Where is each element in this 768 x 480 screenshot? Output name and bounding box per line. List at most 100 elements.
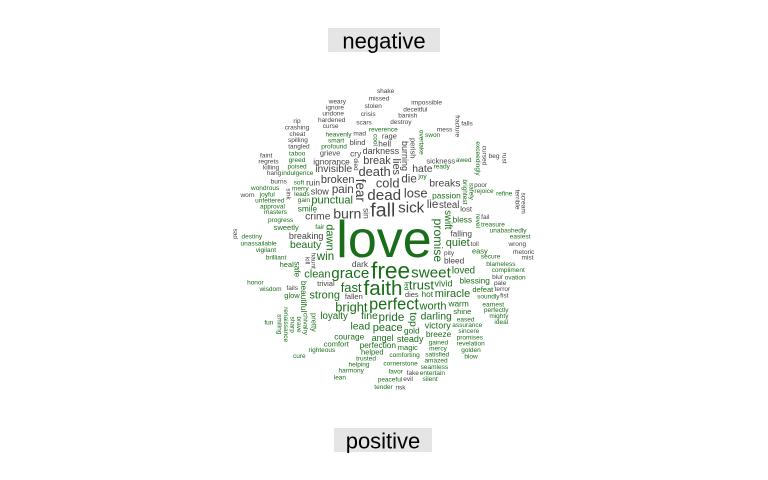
positive-word: unassailable: [241, 241, 278, 248]
negative-word: sink: [285, 188, 292, 200]
negative-word: perish: [409, 138, 418, 158]
positive-word: fun: [264, 319, 273, 326]
negative-word: fail: [481, 214, 490, 221]
negative-word: spilling: [288, 137, 308, 144]
positive-word: unfettered: [255, 198, 285, 205]
negative-word: worn: [239, 192, 254, 199]
negative-word: haunt: [310, 253, 317, 269]
positive-word: greed: [289, 157, 306, 164]
positive-word: soundly: [477, 293, 500, 300]
positive-word: destiny: [241, 233, 262, 240]
positive-word: gold: [404, 326, 420, 336]
negative-word: hang: [267, 170, 282, 177]
positive-word: honor: [247, 279, 264, 286]
positive-word: brilliant: [266, 255, 287, 262]
negative-word: falls: [461, 120, 473, 127]
positive-word: win: [316, 250, 334, 263]
negative-word: fall: [370, 199, 395, 221]
positive-word: chivalry: [302, 313, 309, 336]
positive-word: revelation: [457, 341, 486, 348]
negative-word: ignore: [326, 105, 344, 112]
negative-word: steal: [439, 200, 459, 211]
negative-word: fallen: [345, 292, 363, 301]
negative-word: lie: [427, 198, 439, 211]
positive-word: safely: [468, 183, 475, 201]
positive-word: warm: [447, 299, 468, 309]
positive-word: perfect: [369, 296, 419, 314]
positive-word: comfort: [324, 340, 350, 349]
negative-word: sick: [398, 199, 425, 216]
negative-word: broken: [321, 174, 355, 186]
positive-word: amazed: [424, 358, 448, 365]
positive-word: hot: [422, 289, 434, 299]
negative-word: destroy: [390, 119, 412, 126]
negative-word: breaks: [429, 179, 460, 190]
negative-word: fear: [353, 179, 368, 203]
positive-word: soft: [294, 179, 305, 186]
positive-word: swift: [442, 210, 453, 230]
positive-word: pride: [379, 311, 405, 324]
positive-word: favor: [388, 369, 403, 376]
positive-word: vigilant: [256, 247, 276, 254]
positive-word: masters: [264, 209, 288, 216]
positive-word: fine: [361, 311, 378, 322]
negative-word: rage: [382, 132, 397, 141]
negative-word: wrong: [507, 241, 526, 248]
positive-word: sweetly: [274, 223, 299, 232]
negative-word: lose: [404, 186, 428, 201]
negative-word: die: [401, 173, 416, 186]
negative-word: impossible: [411, 99, 442, 106]
positive-word: beautiful: [299, 281, 309, 313]
negative-word: kill: [304, 257, 311, 265]
positive-word: vivid: [434, 278, 452, 288]
negative-word: scream: [520, 192, 527, 213]
positive-word: fast: [341, 280, 362, 295]
positive-word: lead: [350, 322, 370, 333]
negative-word: crashing: [285, 124, 310, 131]
positive-word: joyful: [259, 192, 276, 199]
negative-word: curse: [323, 123, 339, 130]
positive-word: blow: [464, 354, 478, 361]
positive-word: silent: [423, 376, 438, 383]
positive-word: easy: [472, 246, 488, 255]
positive-word: loyalty: [320, 311, 348, 322]
positive-word: exceedingly: [474, 141, 481, 176]
positive-word: steady: [397, 334, 424, 344]
positive-word: entertain: [420, 370, 446, 377]
negative-word: pity: [444, 250, 455, 257]
positive-word: assurance: [452, 322, 482, 329]
positive-word: leads: [294, 191, 310, 198]
positive-word: smart: [328, 138, 344, 145]
positive-word: grace: [331, 265, 369, 282]
positive-word: easiest: [510, 234, 531, 241]
positive-word: indulgence: [282, 170, 314, 177]
negative-word: mist: [522, 255, 534, 262]
negative-word: beg: [489, 153, 500, 160]
negative-word: cheat: [289, 131, 305, 138]
positive-word: punctual: [311, 194, 353, 206]
positive-word: merry: [292, 185, 309, 192]
positive-word: compliment: [492, 267, 525, 274]
positive-word: mighty: [489, 313, 509, 320]
positive-word: perfectly: [484, 307, 509, 314]
positive-word: brightest: [461, 179, 468, 204]
positive-word: safe: [293, 261, 303, 277]
positive-word: comforting: [389, 352, 420, 359]
positive-word: gained: [429, 339, 449, 346]
positive-word: overtake: [417, 130, 424, 155]
negative-word: regrets: [258, 159, 279, 166]
positive-word: smiling: [276, 314, 283, 335]
positive-word: approval: [260, 203, 285, 210]
negative-word: slow: [311, 187, 330, 197]
positive-word: pretty: [310, 313, 319, 332]
negative-word: crisis: [361, 111, 377, 118]
negative-word: hardened: [318, 117, 346, 124]
negative-word: faint: [260, 152, 272, 159]
negative-word: fracture: [454, 115, 461, 137]
negative-word: breaking: [289, 231, 324, 241]
negative-word: sickness: [426, 157, 455, 166]
negative-word: evil: [403, 376, 413, 383]
positive-group-label: positive: [346, 429, 421, 454]
positive-word: trusted: [356, 355, 376, 362]
